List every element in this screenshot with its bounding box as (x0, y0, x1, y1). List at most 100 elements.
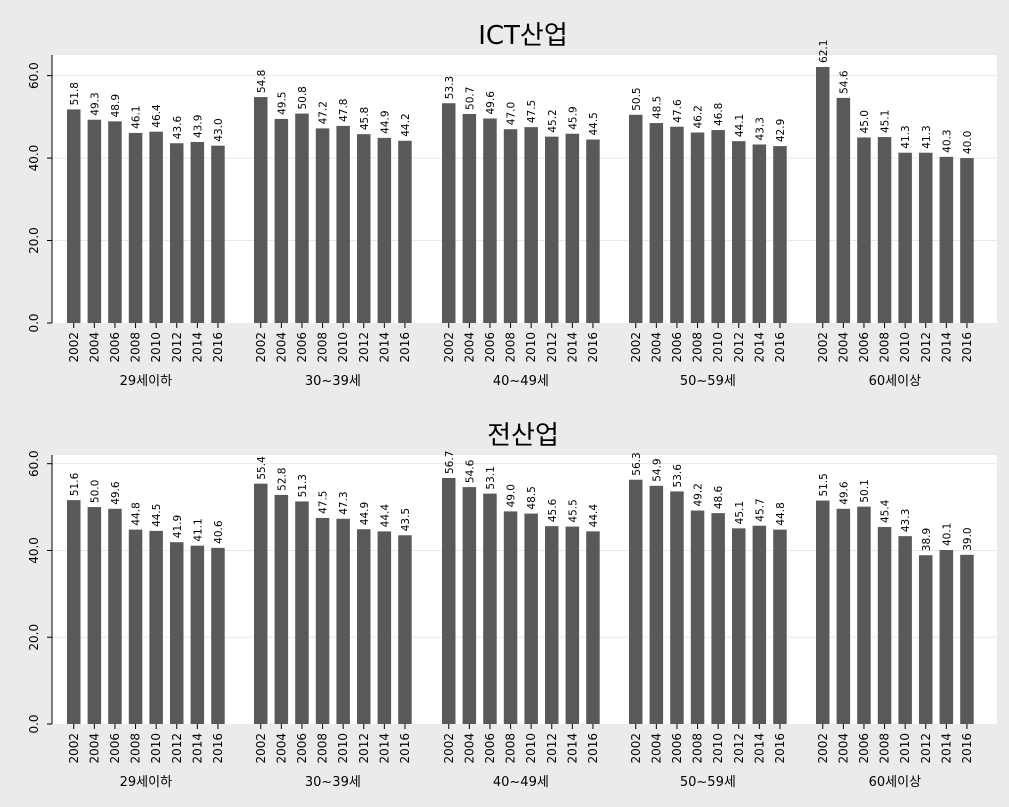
bar-group-3: 56.7 2002 54.6 2004 53.1 2006 49.0 2008 48.5 2010… (442, 451, 600, 790)
data-label: 48.5 (651, 96, 663, 119)
x-tick-label: 2010 (898, 733, 912, 764)
bar (545, 526, 559, 724)
x-tick-label: 2006 (670, 733, 684, 764)
y-tick-label: 0.0 (27, 714, 41, 733)
bar (586, 531, 600, 724)
y-tick-label: 40.0 (27, 537, 41, 564)
data-label: 43.3 (754, 117, 766, 140)
bar (503, 511, 518, 724)
bar (711, 130, 725, 323)
x-tick-label: 2008 (504, 332, 518, 363)
x-tick-label: 2006 (857, 332, 871, 363)
x-tick-label: 2008 (691, 733, 705, 764)
x-tick-label: 2014 (565, 733, 579, 764)
bar (939, 156, 954, 323)
chart-panel-1: ICT산업 0.0 20.0 40.0 60.0 51.8 2002 49.3 2004 48.9… (27, 21, 997, 389)
x-tick-label: 2012 (919, 332, 933, 363)
bar (919, 152, 933, 323)
data-label: 44.8 (775, 502, 787, 525)
data-label: 43.9 (192, 115, 204, 138)
data-label: 43.0 (213, 118, 225, 141)
data-label: 44.4 (379, 504, 391, 528)
data-label: 45.1 (734, 501, 746, 524)
x-tick-label: 2014 (939, 733, 953, 764)
bar (586, 139, 600, 323)
x-tick-label: 2016 (586, 733, 600, 764)
data-label: 49.3 (89, 92, 101, 115)
data-label: 55.4 (256, 456, 268, 480)
x-tick-label: 2006 (670, 332, 684, 363)
bar (690, 510, 705, 724)
bar (836, 97, 851, 323)
data-label: 44.1 (734, 114, 746, 137)
bar (836, 508, 851, 724)
data-label: 45.7 (754, 498, 766, 521)
bar-group-5: 62.1 2002 54.6 2004 45.0 2006 45.1 2008 41.3 2010… (816, 40, 974, 389)
bar (565, 133, 580, 323)
chart-panel-2: 전산업 0.0 20.0 40.0 60.0 51.6 2002 50.0 2004 49.6 20… (27, 421, 997, 790)
bar (545, 136, 559, 323)
bar (87, 507, 102, 724)
bar (649, 485, 664, 724)
y-tick-label: 40.0 (27, 145, 41, 172)
bar (919, 555, 933, 724)
bar (336, 518, 350, 724)
data-label: 40.1 (941, 523, 953, 546)
x-tick-label: 2014 (752, 332, 766, 363)
bar (170, 143, 184, 323)
x-tick-label: 2006 (295, 332, 309, 363)
data-label: 48.9 (110, 94, 122, 117)
bar (960, 158, 974, 323)
data-label: 49.6 (485, 91, 497, 115)
bar (483, 493, 497, 724)
x-tick-label: 2012 (919, 733, 933, 764)
group-label: 50~59세 (680, 775, 736, 790)
data-label: 44.5 (151, 504, 163, 527)
x-tick-label: 2008 (504, 733, 518, 764)
group-label: 29세이하 (120, 374, 172, 389)
data-label: 39.0 (962, 527, 974, 550)
x-tick-label: 2002 (67, 733, 81, 764)
x-tick-label: 2010 (336, 733, 350, 764)
x-tick-label: 2002 (816, 332, 830, 363)
bar (377, 531, 392, 724)
data-label: 44.2 (400, 113, 412, 136)
x-tick-label: 2010 (336, 332, 350, 363)
x-tick-label: 2008 (878, 332, 892, 363)
x-tick-label: 2016 (211, 332, 225, 363)
bar (315, 517, 330, 724)
bar (170, 542, 184, 724)
x-tick-label: 2012 (732, 332, 746, 363)
data-label: 52.8 (276, 468, 288, 491)
bar (398, 535, 412, 724)
x-tick-label: 2002 (629, 332, 643, 363)
bar (190, 141, 205, 323)
bar (315, 128, 330, 323)
data-label: 49.5 (276, 92, 288, 115)
x-tick-label: 2012 (545, 332, 559, 363)
data-label: 49.6 (838, 481, 850, 505)
x-tick-label: 2006 (295, 733, 309, 764)
data-label: 47.5 (526, 100, 538, 123)
data-label: 46.2 (693, 105, 705, 128)
bar (670, 126, 684, 323)
x-tick-label: 2016 (398, 733, 412, 764)
bar (732, 528, 746, 724)
bar (898, 536, 912, 724)
bar (442, 477, 456, 724)
x-tick-label: 2016 (586, 332, 600, 363)
y-tick-label: 0.0 (27, 313, 41, 332)
data-label: 54.8 (256, 70, 268, 93)
x-tick-label: 2014 (377, 733, 391, 764)
x-tick-label: 2002 (67, 332, 81, 363)
bar (711, 513, 725, 724)
bar-group-3: 53.3 2002 50.7 2004 49.6 2006 47.0 2008 47.5 2010… (442, 76, 600, 389)
x-tick-label: 2014 (565, 332, 579, 363)
x-tick-label: 2014 (190, 332, 204, 363)
x-tick-label: 2012 (545, 733, 559, 764)
group-label: 40~49세 (493, 374, 549, 389)
x-tick-label: 2006 (108, 733, 122, 764)
group-label: 60세이상 (869, 775, 921, 790)
data-label: 42.9 (775, 119, 787, 142)
x-tick-label: 2016 (211, 733, 225, 764)
